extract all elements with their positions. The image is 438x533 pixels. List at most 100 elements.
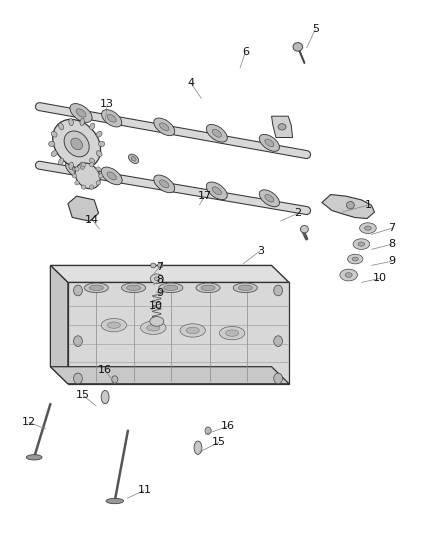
Ellipse shape <box>107 322 120 328</box>
Ellipse shape <box>201 285 215 290</box>
Text: 13: 13 <box>100 99 114 109</box>
Ellipse shape <box>99 174 103 178</box>
Ellipse shape <box>107 172 117 180</box>
Text: 14: 14 <box>85 215 99 224</box>
Ellipse shape <box>219 326 245 340</box>
Ellipse shape <box>293 43 303 51</box>
Text: 17: 17 <box>198 191 212 201</box>
Text: 7: 7 <box>389 223 396 233</box>
Ellipse shape <box>180 324 205 337</box>
Ellipse shape <box>186 327 199 334</box>
Ellipse shape <box>112 376 118 383</box>
Text: 15: 15 <box>76 391 90 400</box>
Ellipse shape <box>159 123 169 131</box>
Ellipse shape <box>347 254 363 264</box>
Ellipse shape <box>102 110 122 127</box>
Ellipse shape <box>278 124 286 130</box>
Polygon shape <box>322 195 374 219</box>
Ellipse shape <box>80 118 85 126</box>
Ellipse shape <box>72 165 81 174</box>
Ellipse shape <box>352 257 358 261</box>
Ellipse shape <box>164 285 178 290</box>
Text: 9: 9 <box>389 256 396 266</box>
Ellipse shape <box>75 167 79 171</box>
Ellipse shape <box>259 134 279 151</box>
Ellipse shape <box>274 373 283 384</box>
Ellipse shape <box>72 174 77 178</box>
Ellipse shape <box>101 318 127 332</box>
Ellipse shape <box>69 162 73 169</box>
Ellipse shape <box>206 124 227 142</box>
Text: 8: 8 <box>389 239 396 249</box>
Text: 5: 5 <box>312 25 319 34</box>
Text: 9: 9 <box>156 288 163 298</box>
Ellipse shape <box>345 273 352 277</box>
Ellipse shape <box>64 131 89 157</box>
Text: 7: 7 <box>156 262 163 271</box>
Ellipse shape <box>150 317 164 326</box>
Polygon shape <box>272 116 293 138</box>
Ellipse shape <box>360 223 376 233</box>
Ellipse shape <box>96 131 102 137</box>
Ellipse shape <box>81 163 86 167</box>
Ellipse shape <box>96 151 102 157</box>
Text: 10: 10 <box>148 302 162 311</box>
Ellipse shape <box>194 441 202 454</box>
Ellipse shape <box>154 175 175 193</box>
Ellipse shape <box>99 141 105 147</box>
Ellipse shape <box>238 285 252 290</box>
Ellipse shape <box>51 131 57 137</box>
Ellipse shape <box>75 163 100 189</box>
Ellipse shape <box>74 373 82 384</box>
Ellipse shape <box>90 123 95 130</box>
Ellipse shape <box>141 321 166 335</box>
Ellipse shape <box>51 151 57 157</box>
Ellipse shape <box>81 185 86 189</box>
Ellipse shape <box>66 160 88 179</box>
Ellipse shape <box>154 277 159 280</box>
Ellipse shape <box>59 158 64 165</box>
Text: 3: 3 <box>257 246 264 255</box>
Ellipse shape <box>89 285 103 290</box>
Ellipse shape <box>101 390 109 404</box>
Ellipse shape <box>96 167 100 171</box>
Ellipse shape <box>265 195 274 202</box>
Polygon shape <box>68 196 99 221</box>
Ellipse shape <box>59 123 64 130</box>
Ellipse shape <box>127 285 141 290</box>
Ellipse shape <box>151 263 156 268</box>
Text: 12: 12 <box>21 417 35 427</box>
Ellipse shape <box>70 103 92 123</box>
Polygon shape <box>50 265 289 282</box>
Ellipse shape <box>154 118 175 136</box>
Text: 16: 16 <box>98 366 112 375</box>
Ellipse shape <box>121 283 145 293</box>
Text: 6: 6 <box>242 47 249 57</box>
Ellipse shape <box>226 330 239 336</box>
Text: 2: 2 <box>294 208 301 218</box>
Ellipse shape <box>259 190 279 207</box>
Ellipse shape <box>106 498 124 504</box>
Ellipse shape <box>147 325 160 331</box>
Ellipse shape <box>233 283 258 293</box>
Polygon shape <box>50 367 289 384</box>
Ellipse shape <box>265 139 274 147</box>
Text: 4: 4 <box>187 78 194 87</box>
Ellipse shape <box>340 269 357 281</box>
Ellipse shape <box>159 283 183 293</box>
Ellipse shape <box>75 181 79 185</box>
Ellipse shape <box>26 455 42 460</box>
Text: 10: 10 <box>373 273 387 283</box>
Ellipse shape <box>353 239 370 249</box>
Ellipse shape <box>49 141 55 147</box>
Ellipse shape <box>101 167 122 185</box>
Ellipse shape <box>90 158 95 165</box>
Ellipse shape <box>80 162 85 169</box>
Ellipse shape <box>358 242 365 246</box>
Ellipse shape <box>84 283 109 293</box>
Ellipse shape <box>212 130 222 137</box>
Ellipse shape <box>212 187 222 195</box>
Ellipse shape <box>74 336 82 346</box>
Text: 16: 16 <box>221 422 235 431</box>
Ellipse shape <box>206 182 227 200</box>
